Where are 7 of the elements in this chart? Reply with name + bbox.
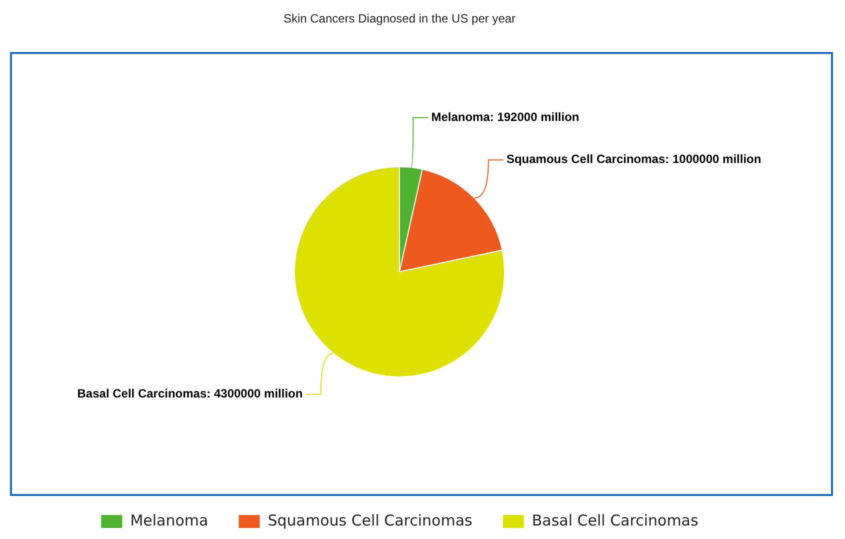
chart-title: Skin Cancers Diagnosed in the US per year	[283, 12, 516, 26]
data-label: Squamous Cell Carcinomas: 1000000 million	[506, 152, 762, 166]
data-label: Melanoma: 192000 million	[431, 110, 580, 124]
legend-label: Melanoma	[130, 511, 208, 530]
legend-label: Basal Cell Carcinomas	[532, 511, 698, 530]
legend-label: Squamous Cell Carcinomas	[268, 511, 473, 530]
data-label: Basal Cell Carcinomas: 4300000 million	[77, 386, 303, 401]
